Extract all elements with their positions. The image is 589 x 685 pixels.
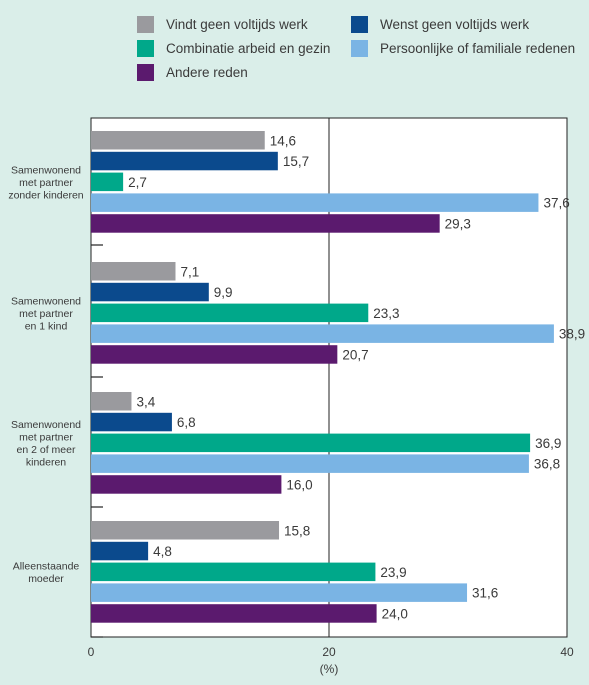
data-label: 15,7 bbox=[283, 154, 309, 169]
category-label: en 2 of meer bbox=[17, 444, 76, 456]
bar bbox=[91, 604, 377, 623]
bar bbox=[91, 392, 132, 411]
legend-item-combinatie-arbeid-en-gezin: Combinatie arbeid en gezin bbox=[137, 40, 330, 57]
legend: Vindt geen voltijds werk Combinatie arbe… bbox=[0, 0, 589, 90]
legend-swatch bbox=[351, 16, 368, 33]
data-label: 20,7 bbox=[342, 347, 368, 362]
category-label: met partner bbox=[19, 308, 73, 320]
bar bbox=[91, 282, 209, 302]
bar bbox=[91, 412, 172, 432]
legend-label: Wenst geen voltijds werk bbox=[380, 17, 530, 32]
bar bbox=[91, 562, 376, 582]
x-tick-label: 20 bbox=[322, 645, 336, 659]
legend-label: Combinatie arbeid en gezin bbox=[166, 41, 331, 56]
category-label: zonder kinderen bbox=[8, 189, 83, 201]
legend-swatch bbox=[137, 40, 154, 57]
data-label: 4,8 bbox=[153, 544, 172, 559]
data-label: 36,8 bbox=[534, 457, 560, 472]
data-label: 14,6 bbox=[270, 133, 296, 148]
bar bbox=[91, 324, 554, 343]
data-label: 2,7 bbox=[128, 175, 147, 190]
category-label: kinderen bbox=[26, 457, 66, 469]
category-label: Samenwonend bbox=[11, 419, 81, 431]
data-label: 23,3 bbox=[373, 306, 399, 321]
legend-item-wenst-geen-voltijds-werk: Wenst geen voltijds werk bbox=[351, 16, 529, 33]
bar bbox=[91, 262, 176, 281]
legend-swatch bbox=[137, 64, 154, 81]
data-label: 16,0 bbox=[286, 477, 312, 492]
bar bbox=[91, 151, 278, 171]
bar bbox=[91, 521, 280, 540]
data-label: 38,9 bbox=[559, 327, 585, 342]
legend-swatch bbox=[137, 16, 154, 33]
legend-item-persoonlijke-of-familiale-redenen: Persoonlijke of familiale redenen bbox=[351, 40, 575, 57]
bar bbox=[91, 214, 440, 233]
category-label: moeder bbox=[28, 573, 64, 585]
bar bbox=[91, 345, 338, 364]
data-label: 3,4 bbox=[136, 394, 155, 409]
legend-item-andere-reden: Andere reden bbox=[137, 64, 248, 81]
data-label: 29,3 bbox=[445, 216, 471, 231]
data-label: 15,8 bbox=[284, 523, 310, 538]
bar bbox=[91, 131, 265, 150]
legend-label: Andere reden bbox=[166, 65, 248, 80]
bar bbox=[91, 303, 369, 323]
legend-label: Persoonlijke of familiale redenen bbox=[380, 41, 576, 56]
bar bbox=[91, 541, 149, 561]
category-label: met partner bbox=[19, 432, 73, 444]
category-label: Alleenstaande bbox=[13, 561, 80, 573]
data-label: 6,8 bbox=[177, 415, 196, 430]
data-label: 31,6 bbox=[472, 586, 498, 601]
x-axis-title: (%) bbox=[320, 662, 339, 676]
bar bbox=[91, 583, 468, 602]
bar bbox=[91, 454, 529, 473]
category-label: Samenwonend bbox=[11, 295, 81, 307]
legend-swatch bbox=[351, 40, 368, 57]
data-label: 37,6 bbox=[543, 196, 569, 211]
legend-label: Vindt geen voltijds werk bbox=[166, 17, 308, 32]
x-tick-label: 40 bbox=[560, 645, 574, 659]
data-label: 9,9 bbox=[214, 285, 233, 300]
bar bbox=[91, 172, 124, 192]
bar bbox=[91, 475, 282, 494]
category-label: Samenwonend bbox=[11, 164, 81, 176]
x-tick-label: 0 bbox=[88, 645, 95, 659]
category-label: met partner bbox=[19, 177, 73, 189]
bar bbox=[91, 433, 531, 453]
data-label: 7,1 bbox=[180, 264, 199, 279]
data-label: 36,9 bbox=[535, 436, 561, 451]
bar bbox=[91, 193, 539, 212]
data-label: 23,9 bbox=[380, 565, 406, 580]
legend-item-vindt-geen-voltijds-werk: Vindt geen voltijds werk bbox=[137, 16, 308, 33]
category-label: en 1 kind bbox=[25, 320, 68, 332]
data-label: 24,0 bbox=[382, 606, 408, 621]
